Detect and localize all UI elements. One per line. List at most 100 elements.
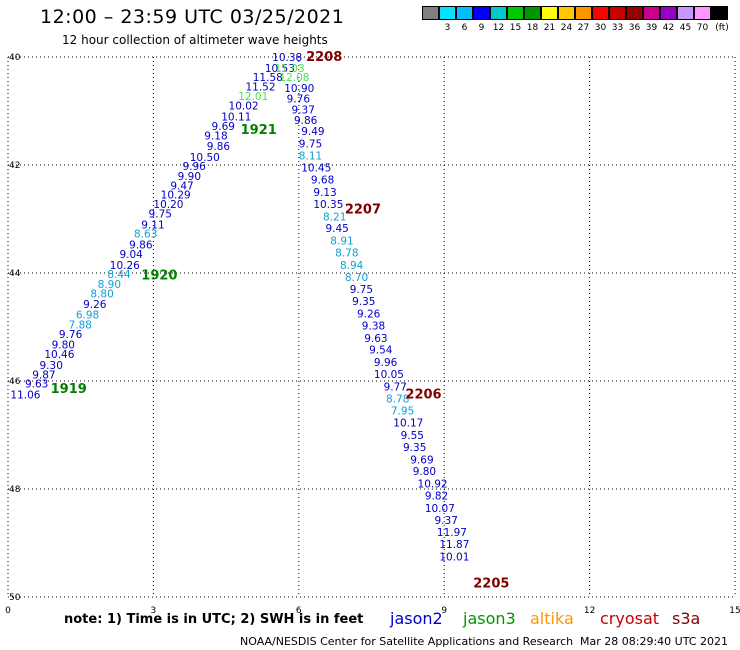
color-legend bbox=[422, 6, 728, 20]
x-tick-label: 12 bbox=[584, 606, 595, 616]
wave-height-value: 9.76 bbox=[59, 329, 83, 341]
wave-height-value: 10.17 bbox=[393, 418, 423, 430]
wave-height-value: 9.86 bbox=[207, 141, 231, 153]
wave-height-value: 9.86 bbox=[129, 239, 153, 251]
legend-swatch bbox=[677, 6, 694, 20]
wave-height-value: 9.49 bbox=[301, 126, 324, 138]
wave-height-value: 8.21 bbox=[323, 211, 346, 223]
legend-label: 39 bbox=[645, 23, 658, 33]
wave-height-value: 9.35 bbox=[403, 442, 426, 454]
wave-height-value: 10.35 bbox=[313, 199, 343, 211]
legend-swatch bbox=[422, 6, 439, 20]
legend-label: 21 bbox=[543, 23, 556, 33]
wave-height-value: 8.78 bbox=[335, 247, 358, 259]
footer-note: note: 1) Time is in UTC; 2) SWH is in fe… bbox=[64, 612, 364, 627]
map-title: 12:00 – 23:59 UTC 03/25/2021 bbox=[40, 6, 345, 28]
pass-label: 2208 bbox=[306, 50, 342, 65]
x-tick-label: 6 bbox=[296, 606, 302, 616]
wave-height-value: 9.18 bbox=[204, 130, 227, 142]
wave-height-value: 9.96 bbox=[374, 357, 398, 369]
legend-swatch bbox=[439, 6, 456, 20]
credit-text: NOAA/NESDIS Center for Satellite Applica… bbox=[240, 635, 574, 648]
legend-swatch bbox=[473, 6, 490, 20]
pass-label: 1919 bbox=[51, 382, 87, 397]
wave-height-value: 10.50 bbox=[190, 152, 220, 164]
legend-label: 6 bbox=[461, 23, 468, 33]
wave-height-value: 9.55 bbox=[401, 430, 424, 442]
wave-height-value: 10.26 bbox=[110, 260, 140, 272]
wave-height-value: 9.37 bbox=[292, 104, 315, 116]
wave-height-value: 10.29 bbox=[161, 190, 191, 202]
wave-height-value: 9.54 bbox=[369, 345, 393, 357]
y-tick-label: 40 bbox=[9, 53, 21, 63]
satellite-jason2: jason2 bbox=[390, 609, 443, 628]
wave-height-value: 9.75 bbox=[149, 209, 172, 221]
wave-height-value: 6.98 bbox=[76, 310, 99, 322]
wave-height-value: 8.78 bbox=[386, 393, 409, 405]
pass-label: 2206 bbox=[405, 388, 441, 403]
pass-labels: 2208 1921 2207 1920 1919 2206 2205 bbox=[51, 50, 510, 592]
legend-swatch bbox=[643, 6, 660, 20]
legend-label: 36 bbox=[628, 23, 641, 33]
legend-swatch bbox=[558, 6, 575, 20]
wave-height-value: 8.80 bbox=[90, 289, 113, 301]
wave-height-value: 10.05 bbox=[374, 369, 404, 381]
wave-height-value: 9.38 bbox=[362, 320, 385, 332]
legend-swatch bbox=[660, 6, 677, 20]
wave-height-value: 9.75 bbox=[299, 138, 322, 150]
x-tick-label: 0 bbox=[5, 606, 11, 616]
wave-height-value: 8.91 bbox=[330, 236, 353, 248]
legend-swatch bbox=[456, 6, 473, 20]
legend-label: 9 bbox=[478, 23, 485, 33]
wave-height-value: 9.87 bbox=[32, 370, 55, 382]
legend-swatch bbox=[507, 6, 524, 20]
wave-height-value: 9.45 bbox=[325, 223, 348, 235]
pass-label: 2207 bbox=[345, 202, 381, 217]
legend-label: 42 bbox=[662, 23, 675, 33]
legend-label: 30 bbox=[594, 23, 607, 33]
wave-height-value: 9.11 bbox=[141, 219, 164, 231]
wave-height-value: 10.38 bbox=[272, 52, 302, 64]
legend-swatch bbox=[524, 6, 541, 20]
wave-height-value: 9.68 bbox=[311, 175, 334, 187]
wave-height-value: 9.47 bbox=[170, 181, 193, 193]
pass-label: 2205 bbox=[473, 577, 509, 592]
legend-swatch bbox=[694, 6, 711, 20]
x-tick-label: 9 bbox=[441, 606, 447, 616]
wave-height-value: 9.96 bbox=[182, 161, 206, 173]
wave-height-value: 11.58 bbox=[253, 72, 283, 84]
legend-swatch bbox=[592, 6, 609, 20]
wave-height-value: 9.26 bbox=[357, 309, 381, 321]
wave-height-value: 9.04 bbox=[119, 249, 143, 261]
wave-height-value: 9.13 bbox=[313, 187, 336, 199]
pass-label: 1920 bbox=[141, 269, 177, 284]
wave-height-value: 9.75 bbox=[350, 284, 373, 296]
wave-height-value: 9.63 bbox=[25, 379, 48, 391]
wave-height-value: 9.90 bbox=[178, 171, 201, 183]
wave-height-value: 10.20 bbox=[153, 199, 183, 211]
wave-height-value: 9.80 bbox=[413, 466, 436, 478]
wave-height-value: 7.95 bbox=[391, 406, 414, 418]
y-tick-label: 48 bbox=[9, 485, 21, 495]
wave-height-value: 10.45 bbox=[301, 163, 331, 175]
wave-height-value: 9.37 bbox=[435, 515, 458, 527]
wave-height-value: 9.77 bbox=[384, 381, 407, 393]
legend-label: 18 bbox=[526, 23, 539, 33]
legend-swatch bbox=[609, 6, 626, 20]
wave-height-value: 9.35 bbox=[352, 296, 375, 308]
legend-label: 33 bbox=[611, 23, 624, 33]
wave-height-value: 11.06 bbox=[10, 390, 40, 402]
legend-label: 70 bbox=[696, 23, 709, 33]
wave-height-value: 9.69 bbox=[410, 454, 433, 466]
wave-height-value: 8.11 bbox=[299, 150, 322, 162]
wave-height-value: 9.63 bbox=[364, 333, 387, 345]
wave-height-value: 10.11 bbox=[221, 111, 251, 123]
pass-label: 1921 bbox=[241, 123, 277, 138]
wave-height-value: 8.63 bbox=[134, 229, 157, 241]
satellite-cryosat: cryosat bbox=[600, 609, 660, 628]
wave-height-value: 9.80 bbox=[52, 339, 75, 351]
legend-label: 15 bbox=[509, 23, 522, 33]
x-tick-label: 3 bbox=[151, 606, 157, 616]
wave-height-value: 11.03 bbox=[275, 63, 305, 75]
